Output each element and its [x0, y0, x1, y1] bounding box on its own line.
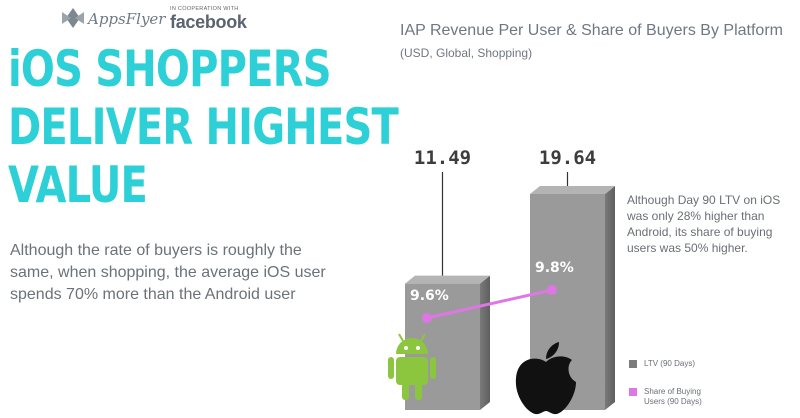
- ltv-value-label: 19.64: [539, 147, 596, 169]
- share-point: [547, 285, 557, 295]
- chart-annotation: Although Day 90 LTV on iOS was only 28% …: [627, 193, 781, 255]
- appsflyer-wordmark: AppsFlyer: [88, 10, 166, 28]
- chart-subtitle: (USD, Global, Shopping): [400, 46, 533, 60]
- facebook-wordmark: facebook: [170, 12, 247, 32]
- apple-icon: [515, 342, 576, 415]
- headline-line: VALUE: [8, 156, 148, 214]
- cooperation-label: IN COOPERATION WITH: [170, 6, 239, 12]
- android-icon: [388, 333, 436, 400]
- headline-line: iOS SHOPPERS: [8, 40, 332, 98]
- ltv-value-label: 11.49: [414, 147, 471, 169]
- legend-label: Share of Buying Users (90 Days): [644, 387, 702, 406]
- chart-title-main: IAP Revenue Per User & Share of Buyers B…: [400, 22, 783, 39]
- legend-swatch: [629, 360, 637, 368]
- appsflyer-logo-icon: [62, 8, 84, 28]
- headline: iOS SHOPPERS DELIVER HIGHEST VALUE: [8, 40, 399, 214]
- share-value-label: 9.8%: [535, 260, 574, 276]
- summary-text: Although the rate of buyers is roughly t…: [10, 242, 326, 303]
- share-value-label: 9.6%: [410, 288, 449, 304]
- chart-title: IAP Revenue Per User & Share of Buyers B…: [400, 20, 790, 64]
- legend-swatch: [629, 388, 637, 396]
- share-line: [426, 288, 553, 320]
- legend-label: LTV (90 Days): [644, 359, 695, 368]
- share-point: [422, 313, 432, 323]
